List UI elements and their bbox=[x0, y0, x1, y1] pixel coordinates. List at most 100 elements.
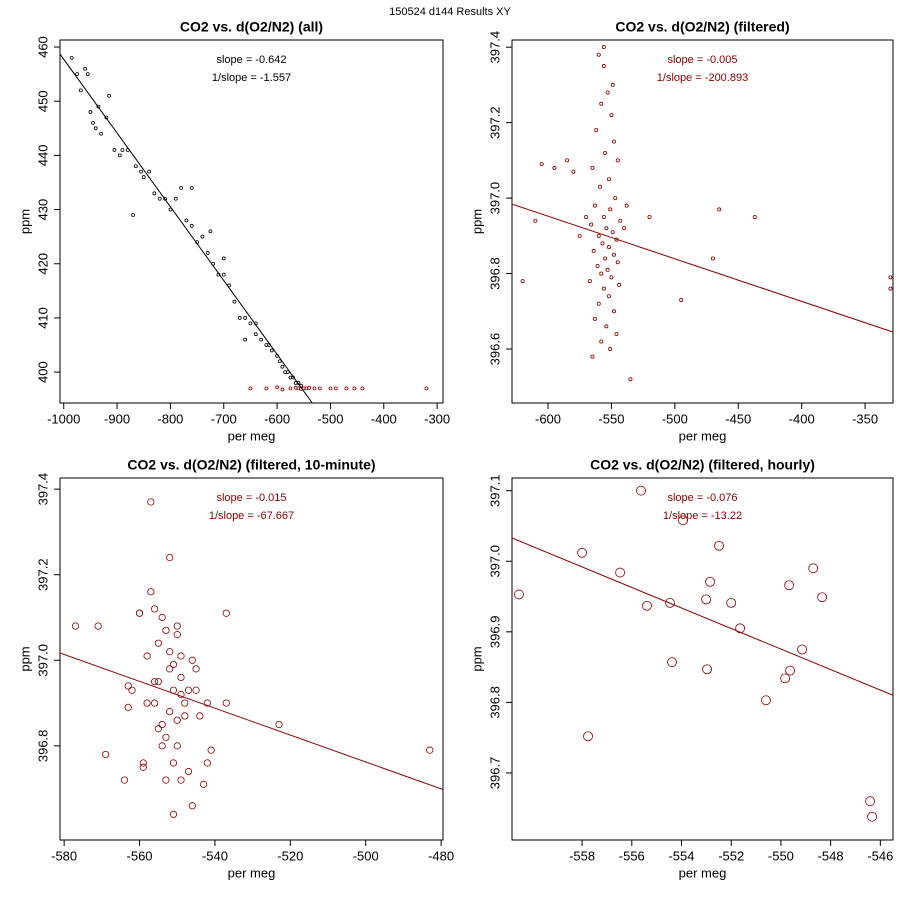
point bbox=[141, 175, 146, 179]
point bbox=[237, 316, 242, 320]
point bbox=[307, 385, 312, 390]
point bbox=[253, 332, 258, 337]
point bbox=[96, 104, 101, 109]
point bbox=[587, 279, 592, 284]
point bbox=[615, 567, 626, 578]
x-tick-label: -558 bbox=[569, 848, 595, 863]
plot-area bbox=[60, 498, 443, 818]
y-tick-label: 396.8 bbox=[35, 730, 50, 763]
y-tick-label: 396.6 bbox=[487, 333, 502, 366]
fit-line bbox=[512, 203, 893, 333]
x-tick-label: -900 bbox=[104, 411, 130, 426]
point bbox=[552, 165, 557, 170]
point bbox=[647, 214, 652, 219]
point bbox=[192, 665, 200, 673]
point bbox=[714, 540, 724, 551]
point bbox=[94, 622, 102, 630]
point bbox=[133, 164, 138, 169]
point bbox=[166, 708, 174, 716]
point bbox=[71, 622, 80, 630]
point bbox=[131, 213, 135, 217]
y-tick-label: 400 bbox=[35, 361, 50, 383]
y-tick-label: 396.7 bbox=[487, 757, 502, 790]
x-tick-label: -540 bbox=[202, 848, 228, 863]
fit-line bbox=[60, 53, 313, 403]
point bbox=[539, 162, 544, 167]
point bbox=[761, 695, 771, 706]
point bbox=[177, 673, 185, 681]
x-tick-label: -580 bbox=[51, 848, 77, 863]
point bbox=[243, 316, 247, 320]
point bbox=[120, 776, 129, 784]
point bbox=[208, 229, 213, 234]
point bbox=[784, 580, 795, 591]
point bbox=[605, 90, 610, 95]
point bbox=[88, 110, 93, 114]
point bbox=[85, 72, 90, 77]
point bbox=[735, 623, 746, 634]
chart-title: CO2 vs. d(O2/N2) (all) bbox=[180, 19, 323, 35]
point bbox=[169, 660, 178, 669]
point bbox=[158, 720, 166, 729]
y-tick-label: 420 bbox=[35, 253, 50, 275]
point bbox=[280, 364, 285, 369]
point bbox=[611, 252, 616, 257]
x-tick-label: -500 bbox=[662, 411, 688, 426]
y-axis-label: ppm bbox=[17, 209, 32, 234]
point bbox=[264, 386, 269, 391]
point bbox=[599, 339, 604, 344]
point bbox=[158, 613, 166, 622]
x-tick-label: -700 bbox=[211, 411, 237, 426]
point bbox=[328, 386, 333, 391]
point bbox=[608, 207, 613, 212]
x-tick-label: -560 bbox=[127, 848, 153, 863]
y-tick-label: 397.0 bbox=[487, 182, 502, 215]
point bbox=[154, 725, 162, 733]
point bbox=[596, 233, 601, 238]
point bbox=[752, 214, 757, 219]
point bbox=[601, 45, 606, 50]
point bbox=[248, 321, 253, 326]
point bbox=[603, 256, 608, 261]
panel: CO2 vs. d(O2/N2) (all) -1000 -900 -800 -700 -… bbox=[17, 19, 450, 444]
x-tick-label: -500 bbox=[353, 848, 379, 863]
x-tick-label: -548 bbox=[818, 848, 844, 863]
point bbox=[169, 759, 178, 767]
x-tick-label: -556 bbox=[619, 848, 645, 863]
x-tick-label: -520 bbox=[277, 848, 303, 863]
point bbox=[344, 386, 349, 391]
point bbox=[565, 158, 570, 163]
point bbox=[259, 337, 264, 342]
fit-line bbox=[60, 652, 443, 790]
x-tick-label: -554 bbox=[668, 848, 694, 863]
point bbox=[589, 222, 594, 227]
y-tick-label: 450 bbox=[35, 90, 50, 112]
y-tick-label: 440 bbox=[35, 145, 50, 167]
point bbox=[667, 657, 677, 668]
y-tick-label: 397.1 bbox=[487, 474, 502, 507]
point bbox=[702, 664, 712, 675]
point bbox=[124, 703, 132, 711]
point bbox=[158, 742, 166, 750]
point bbox=[169, 810, 178, 818]
point bbox=[166, 665, 174, 673]
x-tick-label: -600 bbox=[535, 411, 561, 426]
point bbox=[606, 177, 611, 182]
point bbox=[888, 275, 893, 280]
x-tick-label: -300 bbox=[424, 411, 450, 426]
plot-area bbox=[512, 485, 893, 822]
point bbox=[514, 589, 524, 600]
point bbox=[608, 347, 613, 352]
point bbox=[333, 386, 338, 391]
point bbox=[181, 712, 189, 720]
point bbox=[615, 158, 620, 163]
point bbox=[817, 592, 828, 603]
y-tick-label: 397.0 bbox=[487, 545, 502, 578]
point bbox=[613, 196, 618, 201]
point bbox=[205, 251, 210, 255]
plot-area bbox=[512, 45, 893, 382]
point bbox=[78, 88, 83, 93]
x-tick-label: -600 bbox=[264, 411, 290, 426]
point bbox=[606, 245, 611, 250]
point bbox=[678, 515, 688, 526]
